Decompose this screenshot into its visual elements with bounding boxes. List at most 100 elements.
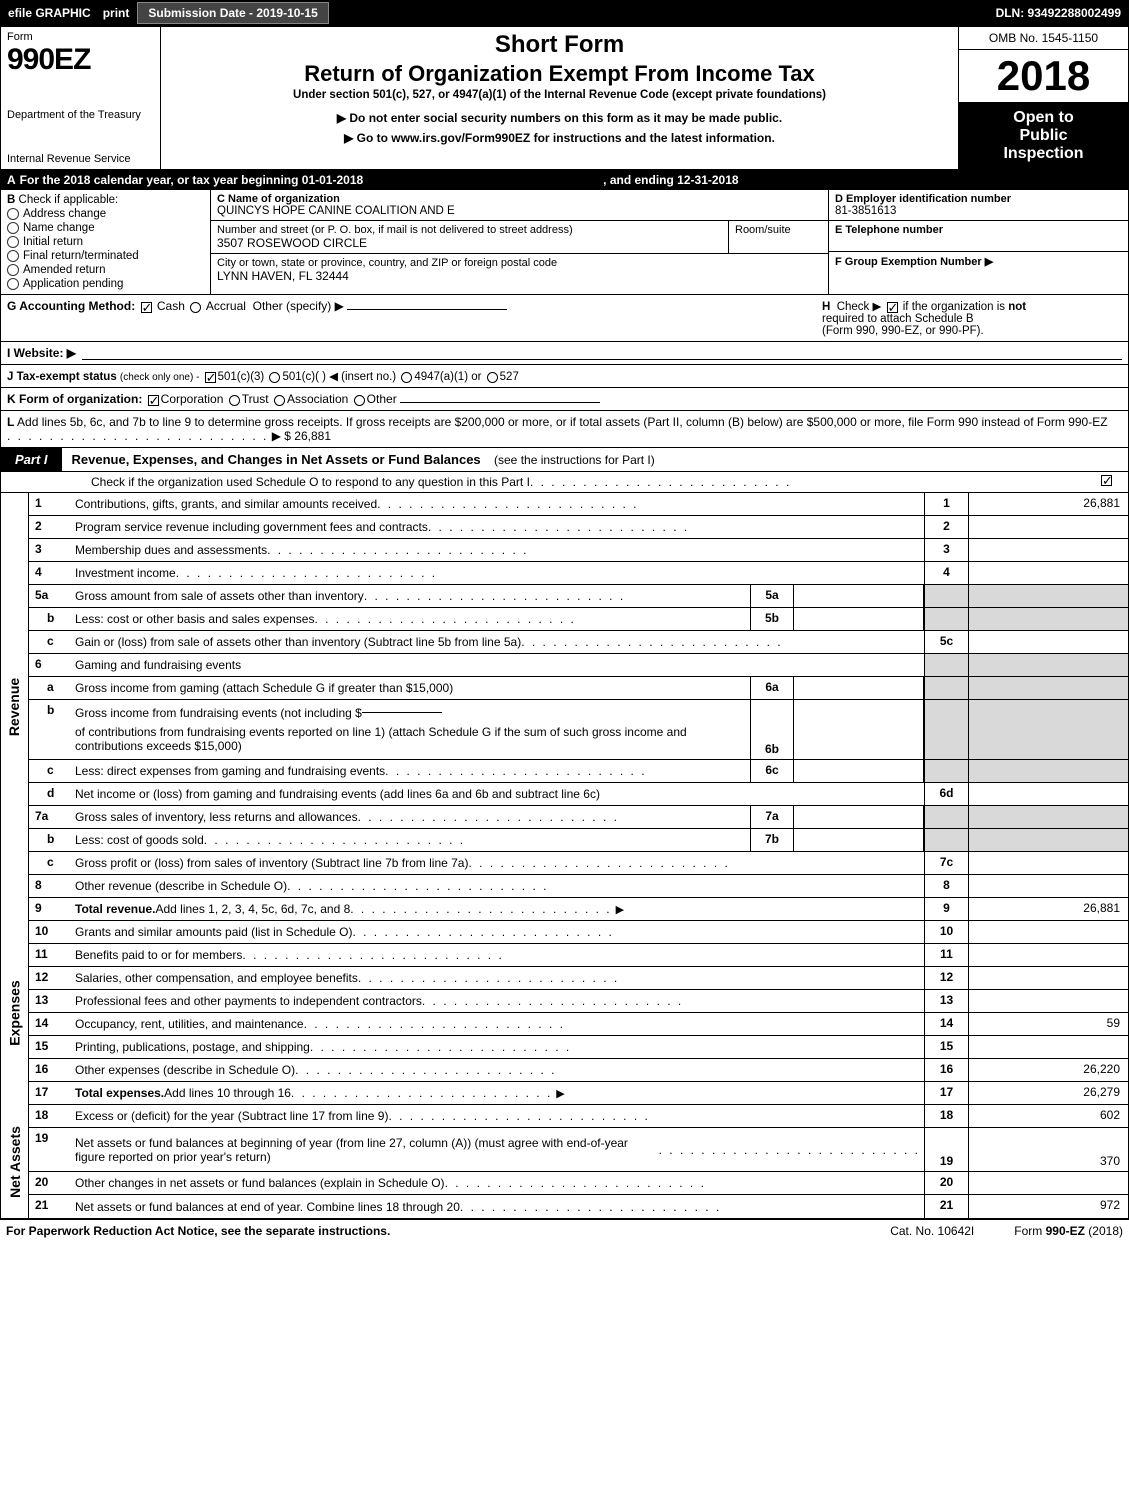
line-9-bold: Total revenue. [75, 902, 155, 916]
line-6a-desc: Gross income from gaming (attach Schedul… [75, 681, 453, 695]
goto-instructions: Go to www.irs.gov/Form990EZ for instruct… [169, 131, 950, 145]
chk-h[interactable] [887, 302, 898, 313]
irs-link[interactable]: www.irs.gov/Form990EZ [391, 131, 530, 145]
line-13-amt [968, 990, 1128, 1012]
other-specify-line[interactable] [347, 309, 507, 310]
e-phone-box: E Telephone number [829, 221, 1128, 252]
chk-final-return[interactable]: Final return/terminated [7, 250, 204, 262]
line-7a-desc: Gross sales of inventory, less returns a… [75, 810, 358, 824]
ein-value: 81-3851613 [835, 205, 1122, 217]
i-row: I Website: ▶ [1, 342, 1128, 365]
line-6d: d Net income or (loss) from gaming and f… [29, 783, 1128, 806]
line-15: 15Printing, publications, postage, and s… [29, 1036, 1128, 1059]
print-link[interactable]: print [95, 6, 138, 20]
line-3: 3 Membership dues and assessments 3 [29, 539, 1128, 562]
other-label: Other (specify) ▶ [253, 299, 344, 313]
chk-schedule-o[interactable] [1101, 475, 1112, 486]
line-1-desc: Contributions, gifts, grants, and simila… [75, 497, 377, 511]
line-19-desc: Net assets or fund balances at beginning… [75, 1136, 659, 1164]
org-name: QUINCYS HOPE CANINE COALITION AND E [217, 205, 822, 217]
line-17-amt: 26,279 [968, 1082, 1128, 1104]
k-o4: Other [367, 392, 397, 406]
k-o2: Trust [242, 392, 269, 406]
chk-amended-return[interactable]: Amended return [7, 264, 204, 276]
dots [350, 902, 611, 916]
g-row: G Accounting Method: Cash Accrual Other … [1, 295, 1128, 342]
line-8-desc: Other revenue (describe in Schedule O) [75, 879, 287, 893]
c-name-box: C Name of organization QUINCYS HOPE CANI… [211, 190, 828, 221]
chk-501c3[interactable] [205, 372, 216, 383]
header-center: Short Form Return of Organization Exempt… [161, 27, 958, 169]
inspect-2: Public [963, 127, 1124, 145]
line-16: 16Other expenses (describe in Schedule O… [29, 1059, 1128, 1082]
line-9: 9 Total revenue. Add lines 1, 2, 3, 4, 5… [29, 898, 1128, 921]
line-3-desc: Membership dues and assessments [75, 543, 267, 557]
chk-501c[interactable] [269, 372, 280, 383]
chk-accrual[interactable] [190, 302, 201, 313]
line-8-amt [968, 875, 1128, 897]
c-name-label: C Name of organization [217, 193, 822, 205]
line-7c: c Gross profit or (loss) from sales of i… [29, 852, 1128, 875]
expenses-lines: 10Grants and similar amounts paid (list … [29, 921, 1128, 1105]
ssn-warning: Do not enter social security numbers on … [169, 111, 950, 125]
chk-527[interactable] [487, 372, 498, 383]
chk-name-change[interactable]: Name change [7, 222, 204, 234]
line-20-amt [968, 1172, 1128, 1194]
phone-value [835, 236, 1122, 248]
netassets-label-text: Net Assets [7, 1126, 23, 1198]
line-6b-blank[interactable] [362, 712, 442, 713]
chk-cash[interactable] [141, 302, 152, 313]
col-b-checkboxes: B Check if applicable: Address change Na… [1, 190, 211, 294]
line-5b-desc: Less: cost or other basis and sales expe… [75, 612, 314, 626]
omb-number: OMB No. 1545-1150 [959, 27, 1128, 50]
line-12-desc: Salaries, other compensation, and employ… [75, 971, 358, 985]
h-label: H [822, 301, 830, 313]
dln-label: DLN: 93492288002499 [996, 6, 1125, 20]
dots [445, 1176, 706, 1190]
dots [291, 1086, 552, 1100]
k-o1: Corporation [161, 392, 224, 406]
line-21-amt: 972 [968, 1195, 1128, 1218]
revenue-lines: 1 Contributions, gifts, grants, and simi… [29, 493, 1128, 921]
h-check-text: Check ▶ [837, 301, 882, 313]
chk-initial-return[interactable]: Initial return [7, 236, 204, 248]
expenses-side-label: Expenses [1, 921, 29, 1105]
f-label: F Group Exemption Number ▶ [835, 256, 993, 268]
line-10-desc: Grants and similar amounts paid (list in… [75, 925, 352, 939]
line-13: 13Professional fees and other payments t… [29, 990, 1128, 1013]
line-15-amt [968, 1036, 1128, 1058]
other-org-line[interactable] [400, 402, 600, 403]
line-5a: 5a Gross amount from sale of assets othe… [29, 585, 1128, 608]
arrow-icon [612, 902, 624, 916]
line-11: 11Benefits paid to or for members 11 [29, 944, 1128, 967]
revenue-label-text: Revenue [7, 678, 23, 736]
tax-year: 2018 [959, 50, 1128, 103]
submission-date-btn[interactable]: Submission Date - 2019-10-15 [137, 2, 328, 24]
arrow-icon [552, 1086, 564, 1100]
line-4-desc: Investment income [75, 566, 176, 580]
website-line[interactable] [82, 346, 1122, 360]
chk-association[interactable] [274, 395, 285, 406]
chk-other-org[interactable] [354, 395, 365, 406]
chk-address-change[interactable]: Address change [7, 208, 204, 220]
chk-4947[interactable] [401, 372, 412, 383]
return-title: Return of Organization Exempt From Incom… [169, 61, 950, 87]
g-label: G Accounting Method: [7, 299, 135, 313]
line-14-amt: 59 [968, 1013, 1128, 1035]
line-6c-shade [968, 760, 1128, 782]
line-19: 19Net assets or fund balances at beginni… [29, 1128, 1128, 1172]
dots [385, 764, 646, 778]
line-10-amt [968, 921, 1128, 943]
line-7b: b Less: cost of goods sold 7b [29, 829, 1128, 852]
dots [422, 994, 683, 1008]
form-header: Form 990EZ Department of the Treasury In… [1, 27, 1128, 170]
page-footer: For Paperwork Reduction Act Notice, see … [0, 1220, 1129, 1242]
part1-check-text: Check if the organization used Schedule … [91, 475, 530, 489]
chk-corporation[interactable] [148, 395, 159, 406]
line-14-desc: Occupancy, rent, utilities, and maintena… [75, 1017, 304, 1031]
b-label: B [7, 194, 15, 206]
header-left: Form 990EZ Department of the Treasury In… [1, 27, 161, 169]
chk-application-pending[interactable]: Application pending [7, 278, 204, 290]
j-o2: 501(c)( ) ◀ (insert no.) [282, 371, 396, 383]
chk-trust[interactable] [229, 395, 240, 406]
